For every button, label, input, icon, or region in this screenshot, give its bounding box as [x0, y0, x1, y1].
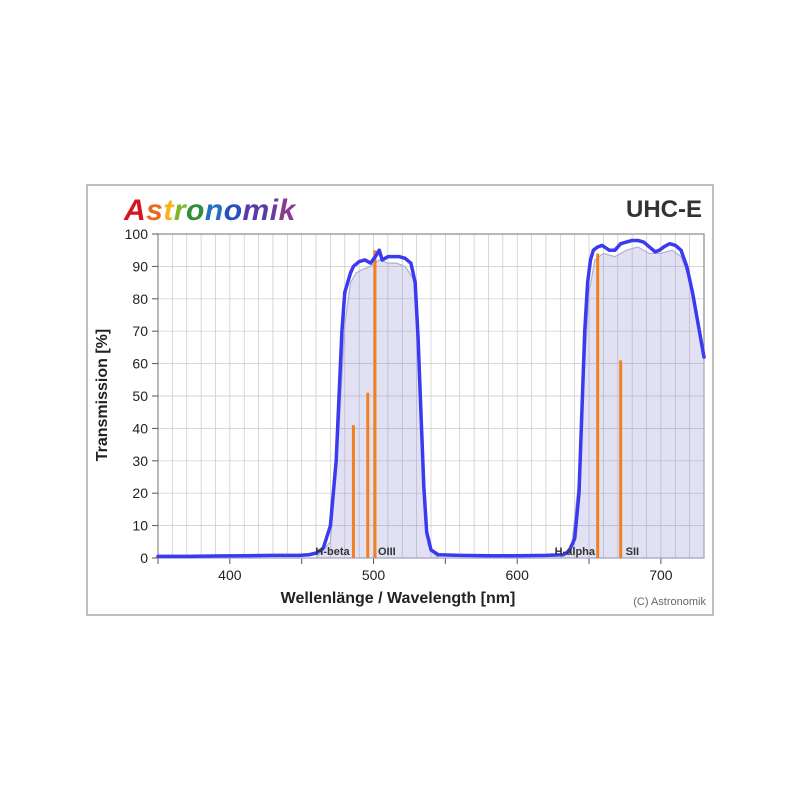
transmission-plot: 400 500 600 700 0 10 20 30 40 50 60 70 80 90 100 H-beta…	[88, 186, 712, 614]
svg-text:90: 90	[132, 258, 148, 274]
svg-text:H-beta: H-beta	[315, 546, 350, 558]
svg-text:60: 60	[132, 356, 148, 372]
svg-text:10: 10	[132, 518, 148, 534]
chart-container: Astronomik UHC-E 40050060070001020304050…	[86, 184, 714, 616]
svg-text:40: 40	[132, 420, 148, 436]
x-axis-label: Wellenlänge / Wavelength [nm]	[188, 590, 608, 608]
svg-text:600: 600	[506, 567, 530, 583]
copyright: (C) Astronomik	[633, 596, 706, 608]
svg-text:70: 70	[132, 323, 148, 339]
svg-text:SII: SII	[626, 546, 639, 558]
svg-text:500: 500	[362, 567, 386, 583]
svg-text:100: 100	[125, 226, 149, 242]
svg-text:80: 80	[132, 291, 148, 307]
svg-text:700: 700	[649, 567, 673, 583]
svg-text:H-alpha: H-alpha	[555, 546, 596, 558]
svg-text:OIII: OIII	[378, 546, 396, 558]
svg-text:50: 50	[132, 388, 148, 404]
svg-text:400: 400	[218, 567, 242, 583]
svg-text:20: 20	[132, 485, 148, 501]
image-frame: Astronomik UHC-E 40050060070001020304050…	[0, 0, 800, 800]
svg-text:30: 30	[132, 453, 148, 469]
y-axis-label: Transmission [%]	[94, 320, 112, 470]
svg-text:0: 0	[140, 550, 148, 566]
